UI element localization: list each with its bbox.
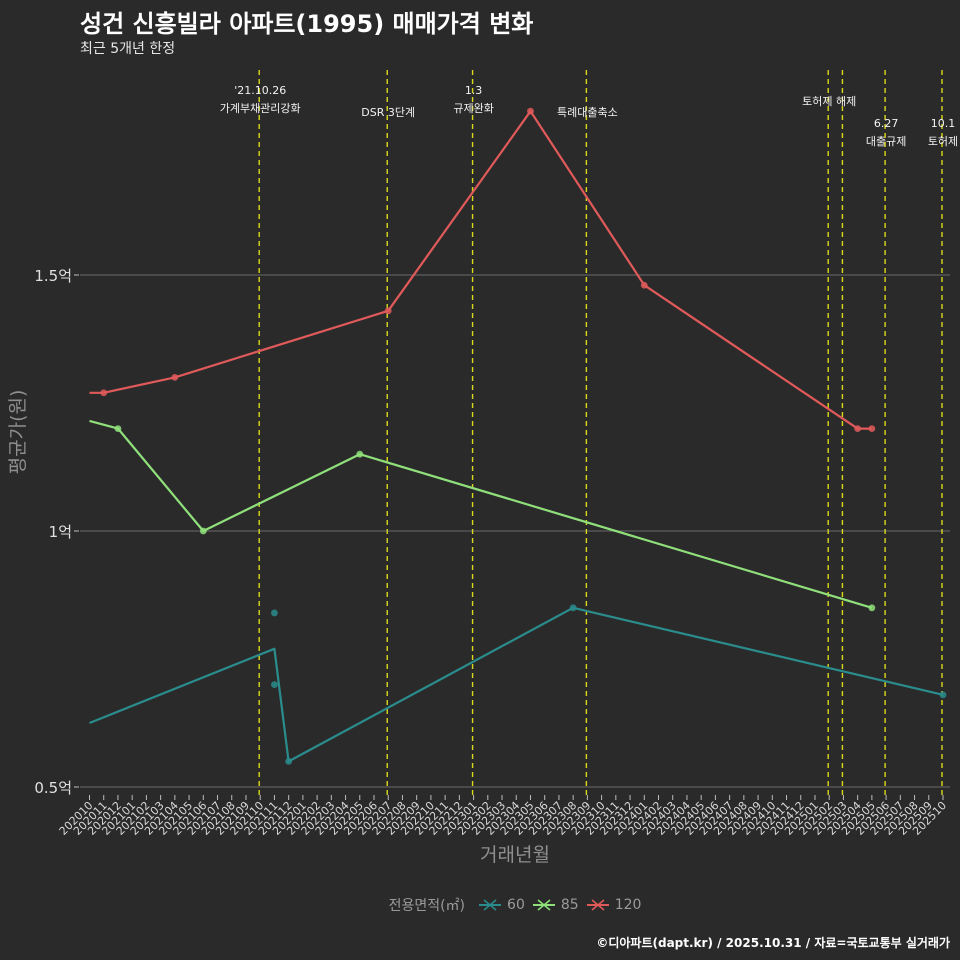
data-point-120 [527, 107, 534, 115]
legend: 전용면적(㎡) 60 85 120 [0, 895, 960, 915]
event-label: 6.27 [874, 117, 899, 130]
data-point-120 [384, 307, 392, 315]
series-line-85 [89, 419, 873, 609]
series-line-120 [89, 110, 872, 430]
data-point-120 [868, 425, 876, 432]
data-point-120 [171, 374, 179, 381]
x-axis-title: 거래년월 [480, 844, 550, 866]
y-tick-label: 1억 [49, 523, 72, 541]
legend-label-85: 85 [560, 897, 579, 913]
data-point-85 [114, 425, 122, 432]
event-label: 토허제 [928, 135, 958, 148]
event-label: 대출규제 [866, 135, 906, 148]
legend-label-60: 60 [507, 897, 525, 913]
data-point-120 [100, 389, 108, 397]
data-point-85 [868, 604, 876, 612]
event-label: '21.10.26 [234, 84, 286, 97]
legend-title: 전용면적(㎡) [388, 898, 466, 914]
y-tick-label: 0.5억 [34, 779, 72, 797]
legend-label-120: 120 [614, 897, 642, 913]
event-label: DSR 3단계 [361, 106, 415, 119]
legend-item-60: 60 [477, 895, 525, 915]
data-point-85 [356, 450, 364, 458]
data-point-60 [939, 691, 947, 699]
event-label: 10.1 [931, 117, 956, 130]
data-point-60 [271, 609, 278, 617]
data-point-60 [569, 604, 577, 612]
data-point-120 [854, 425, 862, 432]
data-point-120 [640, 281, 648, 289]
event-label: 토허제 해제 [802, 94, 856, 108]
data-point-85 [199, 527, 207, 535]
y-tick-label: 1.5억 [34, 267, 72, 285]
source-caption: ©디아파트(dapt.kr) / 2025.10.31 / 자료=국토교통부 실… [596, 936, 950, 950]
y-axis-title: 평균가(원) [7, 390, 29, 475]
legend-key-85-icon [532, 899, 555, 911]
chart-subtitle: 최근 5개년 한정 [80, 41, 176, 57]
event-label: 1.3 [465, 84, 483, 97]
legend-item-85: 85 [531, 895, 579, 915]
event-label: 특례대출축소 [557, 106, 618, 119]
data-point-60 [285, 758, 293, 765]
chart-title: 성건 신흥빌라 아파트(1995) 매매가격 변화 [80, 10, 534, 38]
series-line-60 [89, 606, 944, 763]
event-label: 규제완화 [453, 102, 493, 115]
data-point-60 [271, 681, 278, 688]
legend-key-120-icon [586, 899, 609, 911]
event-label: 가계부채관리강화 [220, 102, 301, 115]
legend-item-120: 120 [585, 895, 642, 915]
legend-key-60-icon [479, 899, 502, 911]
